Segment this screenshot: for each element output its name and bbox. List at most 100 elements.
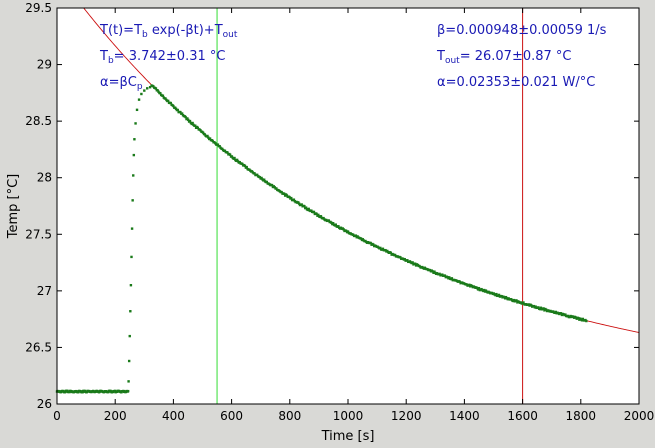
data-point [577, 316, 580, 320]
x-tick-label: 1400 [449, 409, 480, 423]
fit-annotation-right: α=0.02353±0.021 W/°C [437, 75, 595, 90]
data-point [554, 310, 557, 314]
data-point [169, 101, 172, 105]
data-point [154, 87, 158, 90]
data-point [334, 223, 337, 226]
data-point [216, 143, 220, 146]
data-point [468, 283, 471, 287]
data-point [342, 228, 345, 231]
data-point [223, 149, 227, 152]
y-tick-label: 27.5 [25, 227, 52, 241]
fit-annotation-left: α=βCp [100, 75, 143, 92]
data-point [530, 304, 533, 307]
annotation-fragment: β=0.000948±0.00059 1/s [437, 23, 607, 38]
data-point [317, 213, 320, 217]
data-point [414, 262, 417, 265]
data-point [194, 124, 197, 127]
data-point [152, 85, 155, 88]
data-point [359, 237, 363, 240]
annotation-fragment: = 3.742±0.31 °C [114, 49, 226, 64]
data-point [476, 288, 480, 291]
data-point [128, 334, 131, 338]
x-tick-label: 800 [278, 409, 301, 423]
data-point [156, 89, 159, 92]
data-point [564, 313, 567, 316]
data-point [285, 194, 289, 197]
data-point [196, 126, 200, 130]
x-tick-label: 400 [162, 409, 185, 423]
data-point [403, 257, 406, 261]
annotation-fragment: α=0.02353±0.021 W/°C [437, 75, 595, 90]
annotation-fragment: exp(-βt)+T [148, 23, 223, 38]
data-point [132, 174, 135, 177]
data-point [201, 131, 205, 134]
data-point [133, 138, 136, 141]
data-point [211, 139, 214, 143]
data-point [438, 272, 441, 276]
data-point [315, 212, 318, 215]
data-point [129, 284, 133, 287]
data-point [319, 215, 323, 218]
fit-annotation-left: T(t)=Tb exp(-βt)+Tout [99, 23, 238, 40]
x-tick-label: 1800 [566, 409, 597, 423]
data-point [543, 309, 546, 312]
data-point [275, 187, 278, 190]
data-point [176, 108, 179, 112]
data-point [199, 129, 202, 132]
data-point [137, 98, 141, 101]
data-point [238, 160, 241, 164]
data-point [172, 104, 175, 108]
y-tick-label: 27 [37, 284, 52, 298]
x-tick-label: 0 [53, 409, 61, 423]
data-point [188, 119, 192, 123]
y-axis-label: Temp [°C] [6, 174, 21, 240]
data-point [184, 115, 187, 119]
data-point [443, 274, 447, 277]
data-point [532, 304, 536, 308]
data-point [297, 202, 301, 205]
data-point [384, 248, 387, 252]
data-point [143, 89, 146, 92]
data-point [127, 359, 131, 363]
data-point [477, 286, 481, 290]
data-point [218, 145, 221, 148]
data-point [559, 312, 563, 315]
data-point [300, 203, 303, 206]
data-point [581, 317, 585, 321]
data-point [290, 196, 293, 200]
data-point [538, 307, 542, 311]
data-point [288, 195, 291, 199]
data-point [226, 151, 229, 154]
x-tick-label: 600 [220, 409, 243, 423]
data-point [482, 288, 486, 292]
data-point [379, 246, 382, 250]
y-tick-label: 28 [37, 171, 52, 185]
data-point [292, 198, 296, 201]
data-point [146, 87, 149, 90]
data-point [230, 155, 234, 158]
data-point [179, 110, 182, 114]
data-point [186, 117, 189, 120]
data-point [393, 253, 397, 257]
y-tick-label: 28.5 [25, 114, 52, 128]
data-point [265, 180, 269, 184]
x-tick-label: 1000 [333, 409, 364, 423]
data-point [253, 172, 256, 175]
data-point [381, 247, 385, 250]
annotation-fragment: p [137, 82, 143, 92]
data-point [303, 204, 306, 208]
data-point [431, 270, 434, 273]
data-point [130, 255, 133, 259]
data-point [345, 229, 348, 233]
data-point [448, 276, 451, 279]
data-point [495, 292, 498, 296]
x-tick-label: 1200 [391, 409, 422, 423]
data-point [542, 307, 545, 310]
data-point [273, 186, 276, 189]
y-tick-label: 26 [37, 397, 52, 411]
data-point [174, 107, 178, 111]
data-point [512, 298, 516, 302]
data-point [304, 206, 308, 209]
data-point [322, 216, 325, 220]
